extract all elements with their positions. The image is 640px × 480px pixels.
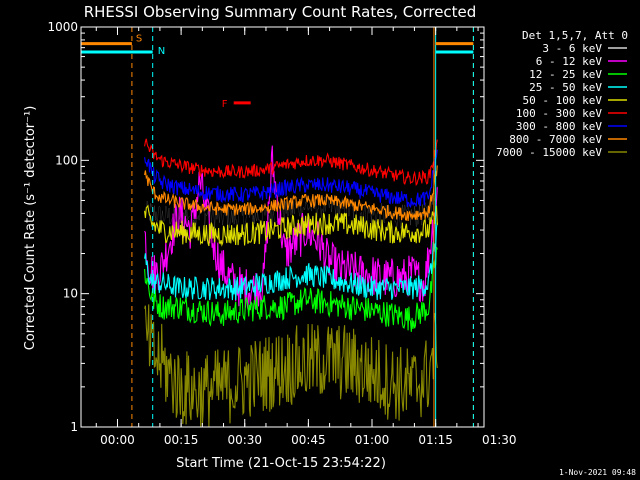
legend-entry-label: 100 - 300 keV (516, 107, 602, 120)
x-tick-label: 01:30 (482, 433, 517, 447)
legend-entry-label: 800 - 7000 keV (509, 133, 602, 146)
axes-group: 1 10 100 1000 00:00 00:15 00:30 00:45 01:00 01:15… (47, 20, 516, 447)
series-group (144, 138, 438, 428)
series-line (144, 165, 438, 222)
series-line (144, 138, 438, 187)
x-tick-label: 00:15 (164, 433, 199, 447)
legend-header: Det 1,5,7, Att 0 (522, 29, 628, 42)
x-tick-label: 01:00 (355, 433, 390, 447)
series-line (144, 185, 438, 230)
y-tick-label: 10 (63, 287, 78, 301)
series-line (144, 304, 438, 428)
legend-entry-label: 3 - 6 keV (542, 42, 602, 55)
x-tick-label: 00:45 (291, 433, 326, 447)
x-tick-label: 00:00 (100, 433, 135, 447)
legend-entry-label: 25 - 50 keV (529, 81, 602, 94)
y-tick-label: 1000 (47, 20, 78, 34)
legend-entry-label: 7000 - 15000 keV (496, 146, 602, 159)
y-tick-label: 1 (70, 420, 78, 434)
series-line (144, 204, 438, 247)
series-line (144, 222, 438, 301)
series-line (144, 246, 438, 332)
legend-entry-label: 50 - 100 keV (523, 94, 603, 107)
legend-entry-label: 300 - 800 keV (516, 120, 602, 133)
markers-group: S N F (80, 27, 474, 427)
legend-entry-label: 6 - 12 keV (536, 55, 603, 68)
series-line (144, 149, 438, 209)
footer-date: 1-Nov-2021 09:48 (559, 468, 636, 477)
x-tick-label: 00:30 (227, 433, 262, 447)
chart-title: RHESSI Observing Summary Count Rates, Co… (84, 3, 477, 21)
legend-entry-label: 12 - 25 keV (529, 68, 602, 81)
annotation-label: F (222, 99, 228, 110)
plot-frame (80, 26, 485, 428)
series-line-underlay (144, 185, 438, 230)
y-axis-label: Corrected Count Rate (s⁻¹ detector⁻¹) (23, 106, 38, 351)
y-tick-label: 100 (55, 153, 78, 167)
annotation-label: S (136, 34, 142, 45)
x-tick-label: 01:15 (418, 433, 453, 447)
x-axis-label: Start Time (21-Oct-15 23:54:22) (176, 456, 386, 471)
annotation-label: N (158, 46, 165, 57)
